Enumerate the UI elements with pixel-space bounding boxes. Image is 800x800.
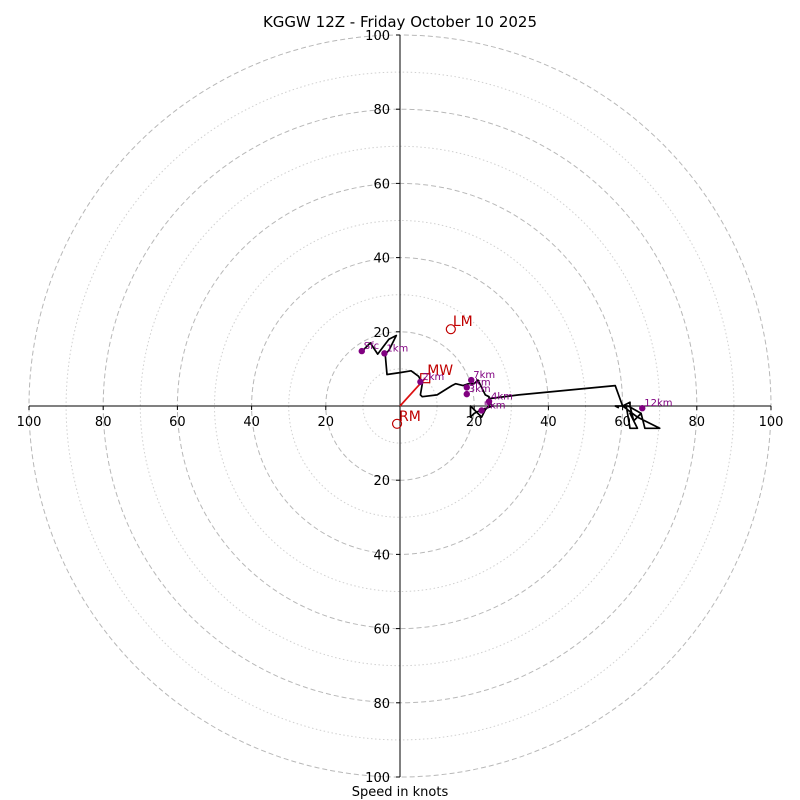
height-label-2km: 2km <box>422 372 444 383</box>
y-tick-label: 60 <box>373 177 390 192</box>
x-tick-label: 20 <box>318 415 335 430</box>
height-point-sfc <box>358 347 365 355</box>
x-tick-label: 80 <box>689 415 706 430</box>
x-tick-label: 60 <box>169 415 186 430</box>
y-tick-label: 60 <box>373 623 390 638</box>
x-tick-label: 100 <box>759 415 784 430</box>
lm-label: LM <box>453 314 473 330</box>
lm-marker <box>445 324 456 335</box>
height-label-5km: 5km <box>484 400 506 411</box>
tick-labels: 100 80 60 40 20 20 40 60 80 100 100 80 60 40 20 20 40 60 8… <box>17 29 784 786</box>
chart-title: KGGW 12Z - Friday October 10 2025 <box>263 13 537 31</box>
y-tick-label: 20 <box>373 326 390 341</box>
y-tick-label: 40 <box>373 548 390 563</box>
height-point-2km <box>417 378 424 386</box>
height-label-4km: 4km <box>491 392 513 403</box>
x-tick-label: 80 <box>95 415 112 430</box>
height-label-sfc: Sfc <box>364 341 379 352</box>
mw-marker <box>420 373 431 384</box>
height-label-7km: 7km <box>473 370 495 381</box>
height-point-6km <box>463 384 470 391</box>
x-tick-label: 40 <box>243 415 260 430</box>
x-tick-label: 20 <box>466 415 483 430</box>
mw-label: MW <box>427 363 453 379</box>
y-tick-label: 80 <box>373 697 390 712</box>
y-tick-label: 100 <box>365 29 390 44</box>
y-tick-label: 40 <box>373 252 390 267</box>
y-tick-label: 100 <box>365 771 390 786</box>
y-tick-label: 20 <box>373 474 390 489</box>
storm-motions: LM MW RM <box>391 314 473 429</box>
rm-label: RM <box>399 409 421 425</box>
height-point-1km <box>381 350 388 357</box>
height-label-1km: 1km <box>386 343 408 354</box>
height-label-3km: 3km <box>469 384 491 395</box>
hodograph-trace <box>362 334 661 430</box>
hodograph-line <box>362 334 661 430</box>
y-tick-label: 80 <box>373 103 390 118</box>
height-point-12km <box>639 405 646 412</box>
x-tick-label: 40 <box>540 415 557 430</box>
x-axis-label: Speed in knots <box>352 785 449 800</box>
x-tick-label: 60 <box>614 415 631 430</box>
height-point-4km <box>485 398 493 405</box>
height-point-3km <box>463 390 470 398</box>
hodograph-loop-line <box>469 401 494 418</box>
height-point-5km <box>478 407 485 414</box>
x-tick-label: 100 <box>17 415 42 430</box>
height-point-7km <box>468 376 475 384</box>
rm-marker <box>391 418 403 429</box>
height-label-12km: 12km <box>644 398 672 409</box>
height-label-6km: 6km <box>469 377 491 388</box>
